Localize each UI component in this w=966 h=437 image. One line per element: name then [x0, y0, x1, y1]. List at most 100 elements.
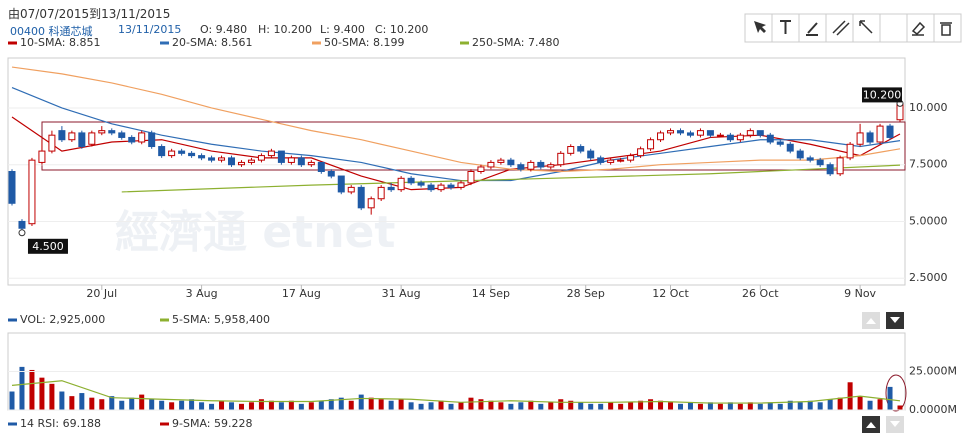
- volume-bar: [199, 402, 205, 410]
- volume-bar: [378, 399, 384, 410]
- candle-body: [317, 161, 325, 172]
- volume-bar: [139, 394, 145, 410]
- candle-body: [158, 146, 166, 157]
- candle-body: [267, 150, 275, 157]
- volume-bar: [538, 403, 544, 410]
- candle-body: [78, 132, 86, 148]
- tool-delete[interactable]: [940, 22, 952, 36]
- legend-label: 250-SMA: 7.480: [472, 36, 559, 49]
- candle-body: [736, 134, 744, 141]
- candle-body: [866, 132, 874, 143]
- tool-pointer[interactable]: [754, 21, 766, 33]
- volume-bar: [119, 400, 125, 410]
- volume-bar: [837, 397, 843, 410]
- tool-arrow[interactable]: [859, 20, 873, 34]
- candle-body: [766, 134, 774, 143]
- volume-bar: [39, 377, 45, 410]
- volume-bar: [288, 400, 294, 410]
- panel-nav: [862, 312, 904, 433]
- x-tick-label: 20 Jul: [86, 287, 117, 300]
- candle-body: [427, 184, 435, 191]
- candle-body: [337, 175, 345, 193]
- volume-bar: [677, 403, 683, 410]
- volume-bar: [79, 393, 85, 410]
- candle-body: [567, 146, 575, 154]
- candle-body: [218, 157, 226, 161]
- tool-pen[interactable]: [806, 22, 818, 36]
- candle-body: [168, 150, 176, 157]
- volume-bar: [238, 403, 244, 410]
- candle-body: [38, 150, 46, 163]
- legend-label: VOL: 2,925,000: [20, 313, 105, 326]
- volume-bar: [438, 400, 444, 410]
- volume-bar: [648, 399, 654, 410]
- volume-bar: [129, 397, 135, 410]
- volume-bar: [638, 400, 644, 410]
- candle-body: [547, 164, 555, 168]
- volume-bar: [887, 386, 893, 410]
- volume-bar: [518, 402, 524, 410]
- candle-body: [776, 141, 784, 145]
- candle-body: [8, 171, 16, 204]
- stock-name: 00400 科通芯城: [10, 25, 93, 38]
- tool-eraser[interactable]: [911, 21, 926, 36]
- quote-close: C: 10.200: [375, 23, 429, 36]
- volume-bar: [757, 403, 763, 410]
- volume-bar: [797, 402, 803, 410]
- volume-bar: [308, 402, 314, 410]
- volume-bar: [388, 400, 394, 410]
- candle-body: [597, 157, 605, 163]
- volume-bar: [747, 402, 753, 410]
- candle-body: [637, 148, 645, 157]
- volume-bar: [687, 402, 693, 410]
- legend-label: 9-SMA: 59.228: [172, 417, 252, 430]
- candle-body: [387, 186, 395, 191]
- volume-bar: [268, 400, 274, 410]
- sma-line: [11, 66, 901, 173]
- candle-body: [886, 125, 894, 138]
- volume-bar: [149, 399, 155, 410]
- volume-bar: [777, 403, 783, 410]
- volume-bar: [109, 396, 115, 410]
- candle-body: [18, 220, 26, 229]
- price-label: 10.200: [863, 88, 902, 101]
- volume-bar: [528, 400, 534, 410]
- candle-body: [48, 134, 56, 152]
- volume-bar: [29, 369, 35, 410]
- candle-body: [128, 136, 136, 143]
- volume-bar: [807, 400, 813, 410]
- x-tick-label: 26 Oct: [742, 287, 779, 300]
- volume-bar: [169, 402, 175, 410]
- volume-bar: [787, 400, 793, 410]
- volume-bar: [727, 402, 733, 410]
- volume-bar: [568, 400, 574, 410]
- volume-bar: [668, 402, 674, 410]
- candle-body: [856, 132, 864, 145]
- tool-text[interactable]: [780, 20, 791, 34]
- candle-body: [577, 146, 585, 152]
- candle-body: [437, 184, 445, 191]
- volume-bar: [717, 403, 723, 410]
- candle-body: [88, 132, 96, 145]
- tool-parallel[interactable]: [832, 20, 850, 36]
- volume-bar: [697, 403, 703, 410]
- candle-body: [816, 159, 824, 166]
- volume-bar: [867, 400, 873, 410]
- candle-body: [178, 150, 186, 154]
- candle-body: [876, 125, 884, 143]
- volume-bar: [877, 399, 883, 410]
- volume-bar: [318, 400, 324, 410]
- volume-bar: [358, 394, 364, 410]
- candle-body: [347, 186, 355, 193]
- candle-body: [257, 155, 265, 161]
- candle-body: [716, 134, 724, 137]
- candle-body: [706, 130, 714, 136]
- x-tick-label: 12 Oct: [652, 287, 689, 300]
- volume-bar: [278, 402, 284, 410]
- legend-label: 10-SMA: 8.851: [20, 36, 100, 49]
- candle-body: [357, 186, 365, 209]
- x-tick-label: 28 Sep: [567, 287, 605, 300]
- candle-body: [796, 150, 804, 159]
- candle-body: [627, 155, 635, 161]
- candle-body: [726, 134, 734, 141]
